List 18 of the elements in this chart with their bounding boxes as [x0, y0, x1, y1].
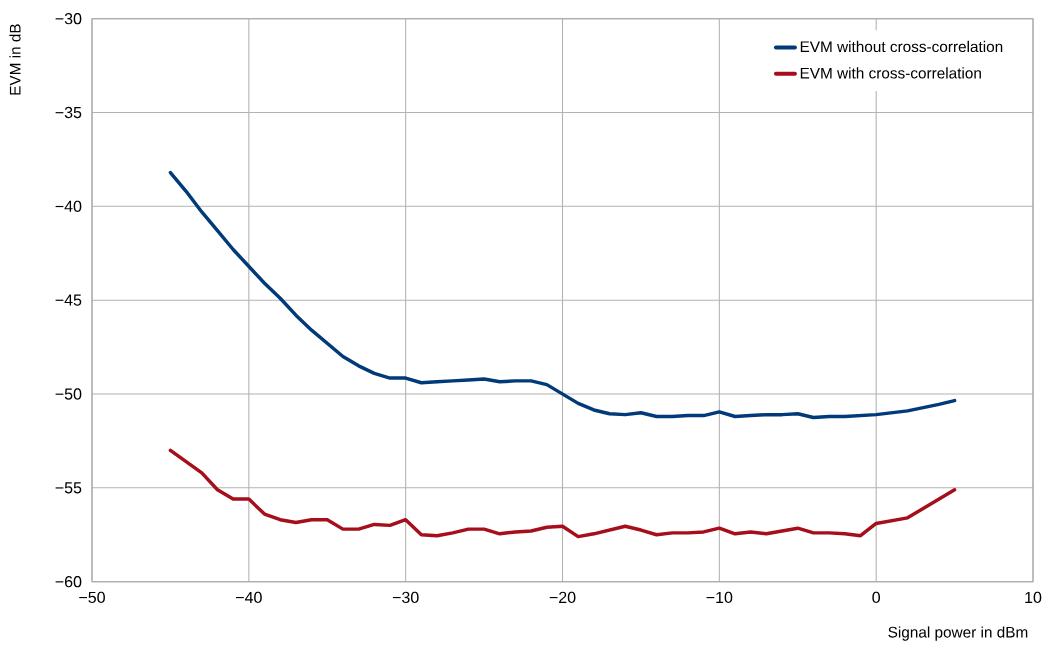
y-tick-label: −30 — [55, 13, 82, 25]
x-tick-label: −10 — [706, 591, 733, 604]
legend-label: EVM without cross-correlation — [800, 40, 1003, 53]
x-tick-label: −30 — [392, 591, 419, 604]
legend-label: EVM with cross-correlation — [800, 67, 981, 79]
y-tick-label: −50 — [55, 388, 82, 400]
y-axis-title: EVM in dB — [9, 24, 21, 95]
y-tick-label: −45 — [55, 294, 82, 306]
y-tick-label: −40 — [55, 200, 82, 212]
x-tick-label: 0 — [872, 591, 880, 604]
y-tick-label: −60 — [55, 576, 82, 588]
x-tick-label: 10 — [1025, 591, 1042, 604]
x-tick-label: −50 — [79, 591, 105, 604]
x-tick-label: −20 — [549, 591, 576, 604]
y-tick-label: −35 — [55, 106, 82, 119]
x-tick-label: −40 — [236, 591, 262, 604]
x-axis-title: Signal power in dBm — [888, 626, 1028, 641]
y-tick-label: −55 — [55, 482, 82, 494]
